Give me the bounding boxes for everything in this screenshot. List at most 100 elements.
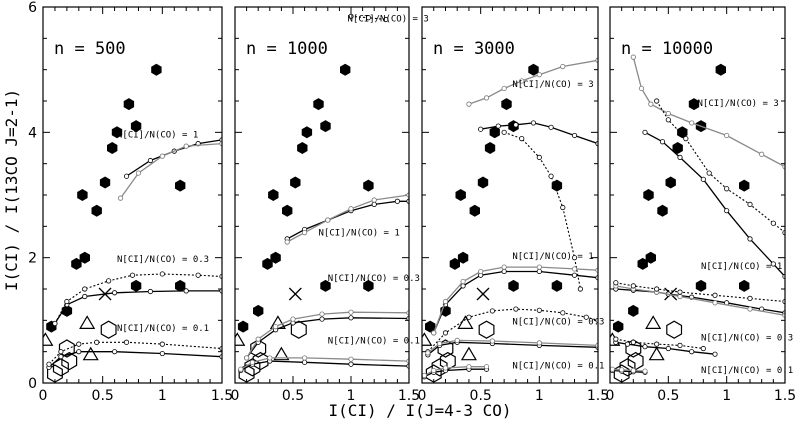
filled-hexagon-point [130, 279, 142, 292]
model-point [530, 120, 537, 126]
curve-annotation: N[CI]/N(CO) = 0.1 [117, 324, 209, 334]
model-curve-dotted [427, 308, 598, 353]
curve-annotation: N[CI]/N(CO) = 1 [319, 229, 400, 239]
model-point [466, 314, 472, 320]
model-point [536, 264, 542, 270]
panel-2: n = 1000 N[CI]/N(CO) = 3 N[CI]/N(CO) = 1 N[… [234, 6, 429, 384]
filled-hexagon-point [320, 120, 331, 133]
model-point [238, 366, 244, 372]
open-hexagon-point [100, 320, 117, 339]
panel-ticks [234, 6, 410, 384]
model-point [394, 198, 400, 204]
filled-hexagon-point [613, 320, 624, 333]
y-tick-label: 4 [28, 125, 37, 141]
y-tick-label: 2 [28, 251, 37, 267]
model-point [624, 341, 631, 347]
open-triangle-point [82, 346, 99, 361]
model-point [483, 95, 490, 101]
model-point [747, 236, 753, 242]
model-point [255, 336, 261, 342]
model-point [677, 342, 683, 348]
curve-annotation: N[CI]/N(CO) = 0.3 [512, 318, 604, 328]
model-curve-solid [612, 369, 646, 373]
filled-hexagon-point [715, 63, 726, 76]
model-point [365, 15, 371, 21]
filled-hexagon-point [628, 304, 639, 317]
model-point [654, 341, 660, 347]
panel-frame [421, 6, 599, 384]
model-point [159, 341, 165, 347]
model-point [571, 266, 578, 272]
model-point [159, 153, 165, 159]
model-point [454, 337, 460, 343]
model-point [654, 98, 660, 104]
panel-ticks [42, 6, 223, 384]
model-point [700, 176, 706, 182]
panel-1: n = 500 N[CI]/N(CO) = 1 N[CI]/N(CO) = 0.3 N… [42, 6, 223, 384]
model-point [747, 295, 753, 301]
model-point [548, 173, 554, 179]
filled-hexagon-point [457, 251, 469, 264]
open-hexagon-point [290, 320, 307, 339]
model-curve-gray [433, 266, 598, 334]
open-hexagon-point [250, 339, 267, 358]
y-tick-label: 0 [28, 376, 37, 392]
model-point [383, 16, 389, 23]
x-tick-label: 0 [39, 388, 48, 404]
model-point [536, 72, 542, 78]
model-point [642, 129, 648, 135]
model-point [536, 268, 542, 275]
filled-hexagon-point [111, 126, 123, 139]
model-point [135, 170, 142, 176]
model-point [489, 338, 495, 344]
model-point [301, 359, 308, 365]
x-tick-label: 0 [606, 388, 615, 404]
model-point [689, 349, 695, 355]
model-point [466, 101, 472, 107]
model-point [536, 307, 542, 313]
model-curve-solid [433, 270, 598, 334]
model-point [638, 85, 645, 92]
model-point [724, 132, 730, 139]
model-point [106, 278, 112, 284]
model-point [712, 292, 718, 298]
x-tick-label: 0.5 [470, 388, 492, 404]
model-curve-gray [632, 56, 785, 168]
model-point [642, 368, 648, 374]
curve-annotation: N[CI]/N(CO) = 0.3 [701, 333, 793, 343]
open-hexagon-point [478, 320, 495, 339]
model-curve-gray [286, 194, 409, 243]
model-point [560, 63, 566, 70]
open-triangle-point [460, 346, 477, 361]
model-curve-dotted [503, 131, 581, 290]
filled-hexagon-point [320, 279, 331, 292]
open-triangle-point [79, 315, 96, 329]
model-point [431, 330, 437, 336]
model-point [577, 286, 584, 292]
x-tick-label: 0.5 [92, 388, 114, 404]
curve-annotation: N[CI]/N(CO) = 0.3 [117, 255, 209, 265]
model-point [665, 117, 671, 123]
open-triangle-point [645, 315, 662, 329]
model-point [442, 298, 449, 305]
model-point [724, 208, 730, 214]
model-point [513, 306, 519, 312]
model-point [82, 293, 88, 300]
model-point [770, 220, 776, 226]
filled-hexagon-point [645, 251, 656, 264]
filled-hexagon-point [489, 126, 500, 139]
filled-hexagon-point [551, 179, 563, 192]
model-point [442, 330, 449, 336]
model-point [284, 239, 290, 245]
filled-hexagon-point [637, 257, 648, 270]
filled-hexagon-point [672, 142, 683, 154]
y-axis-label: I(CI) / I(13CO J=2-1) [2, 89, 21, 291]
filled-hexagon-point [290, 176, 301, 189]
model-curve-solid [644, 131, 785, 277]
open-hexagon-point [431, 358, 448, 377]
model-point [536, 154, 542, 160]
model-point [159, 271, 165, 277]
x-tick-label: 0 [418, 388, 427, 404]
x-tick-label: 0.5 [282, 388, 304, 404]
filled-hexagon-point [695, 279, 707, 292]
